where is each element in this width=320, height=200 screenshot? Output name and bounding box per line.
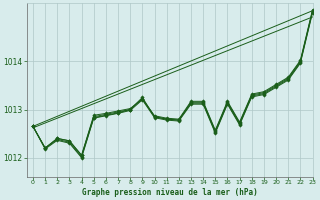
X-axis label: Graphe pression niveau de la mer (hPa): Graphe pression niveau de la mer (hPa) [82,188,258,197]
